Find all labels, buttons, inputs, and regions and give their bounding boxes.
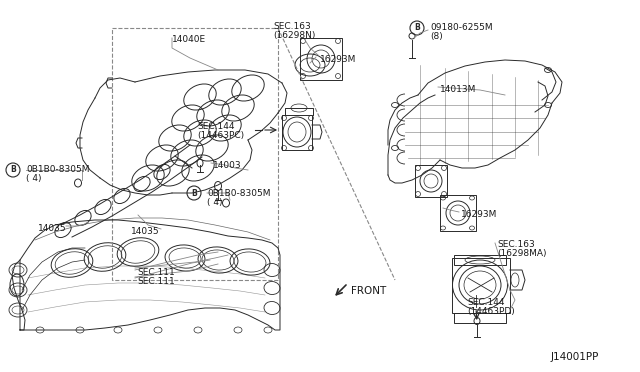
Text: 14013M: 14013M <box>440 85 476 94</box>
Text: SEC.144: SEC.144 <box>197 122 234 131</box>
Text: (14463PC): (14463PC) <box>197 131 244 140</box>
Text: ( 4): ( 4) <box>26 174 42 183</box>
Text: 0B1B0-8305M: 0B1B0-8305M <box>26 166 90 174</box>
Text: 16293M: 16293M <box>461 210 497 219</box>
Text: J14001PP: J14001PP <box>551 352 600 362</box>
Text: SEC.144: SEC.144 <box>467 298 504 307</box>
Text: ( 4): ( 4) <box>207 198 223 206</box>
Text: SEC.111: SEC.111 <box>137 268 175 277</box>
Bar <box>415 165 447 197</box>
Text: 14035: 14035 <box>131 227 159 236</box>
Text: B: B <box>10 166 16 174</box>
Text: (16298MA): (16298MA) <box>497 249 547 258</box>
Text: 16293M: 16293M <box>320 55 356 64</box>
Text: B: B <box>414 23 420 32</box>
Text: (8): (8) <box>430 32 443 42</box>
Bar <box>300 38 342 80</box>
Text: (14463PD): (14463PD) <box>467 307 515 316</box>
Bar <box>112 28 278 280</box>
Text: SEC.163: SEC.163 <box>273 22 311 31</box>
Bar <box>440 195 476 231</box>
Text: SEC.163: SEC.163 <box>497 240 535 249</box>
Text: FRONT: FRONT <box>351 286 387 296</box>
Text: 14040E: 14040E <box>172 35 206 44</box>
Bar <box>454 255 506 265</box>
Text: 09180-6255M: 09180-6255M <box>430 23 493 32</box>
Text: B: B <box>191 189 197 198</box>
Text: 14035: 14035 <box>38 224 67 233</box>
Text: 14003: 14003 <box>213 161 242 170</box>
Text: 0B1B0-8305M: 0B1B0-8305M <box>207 189 271 198</box>
Bar <box>452 258 510 313</box>
Text: (16298N): (16298N) <box>273 31 316 40</box>
Bar <box>454 313 506 323</box>
Bar <box>282 115 312 150</box>
Text: SEC.111: SEC.111 <box>137 277 175 286</box>
